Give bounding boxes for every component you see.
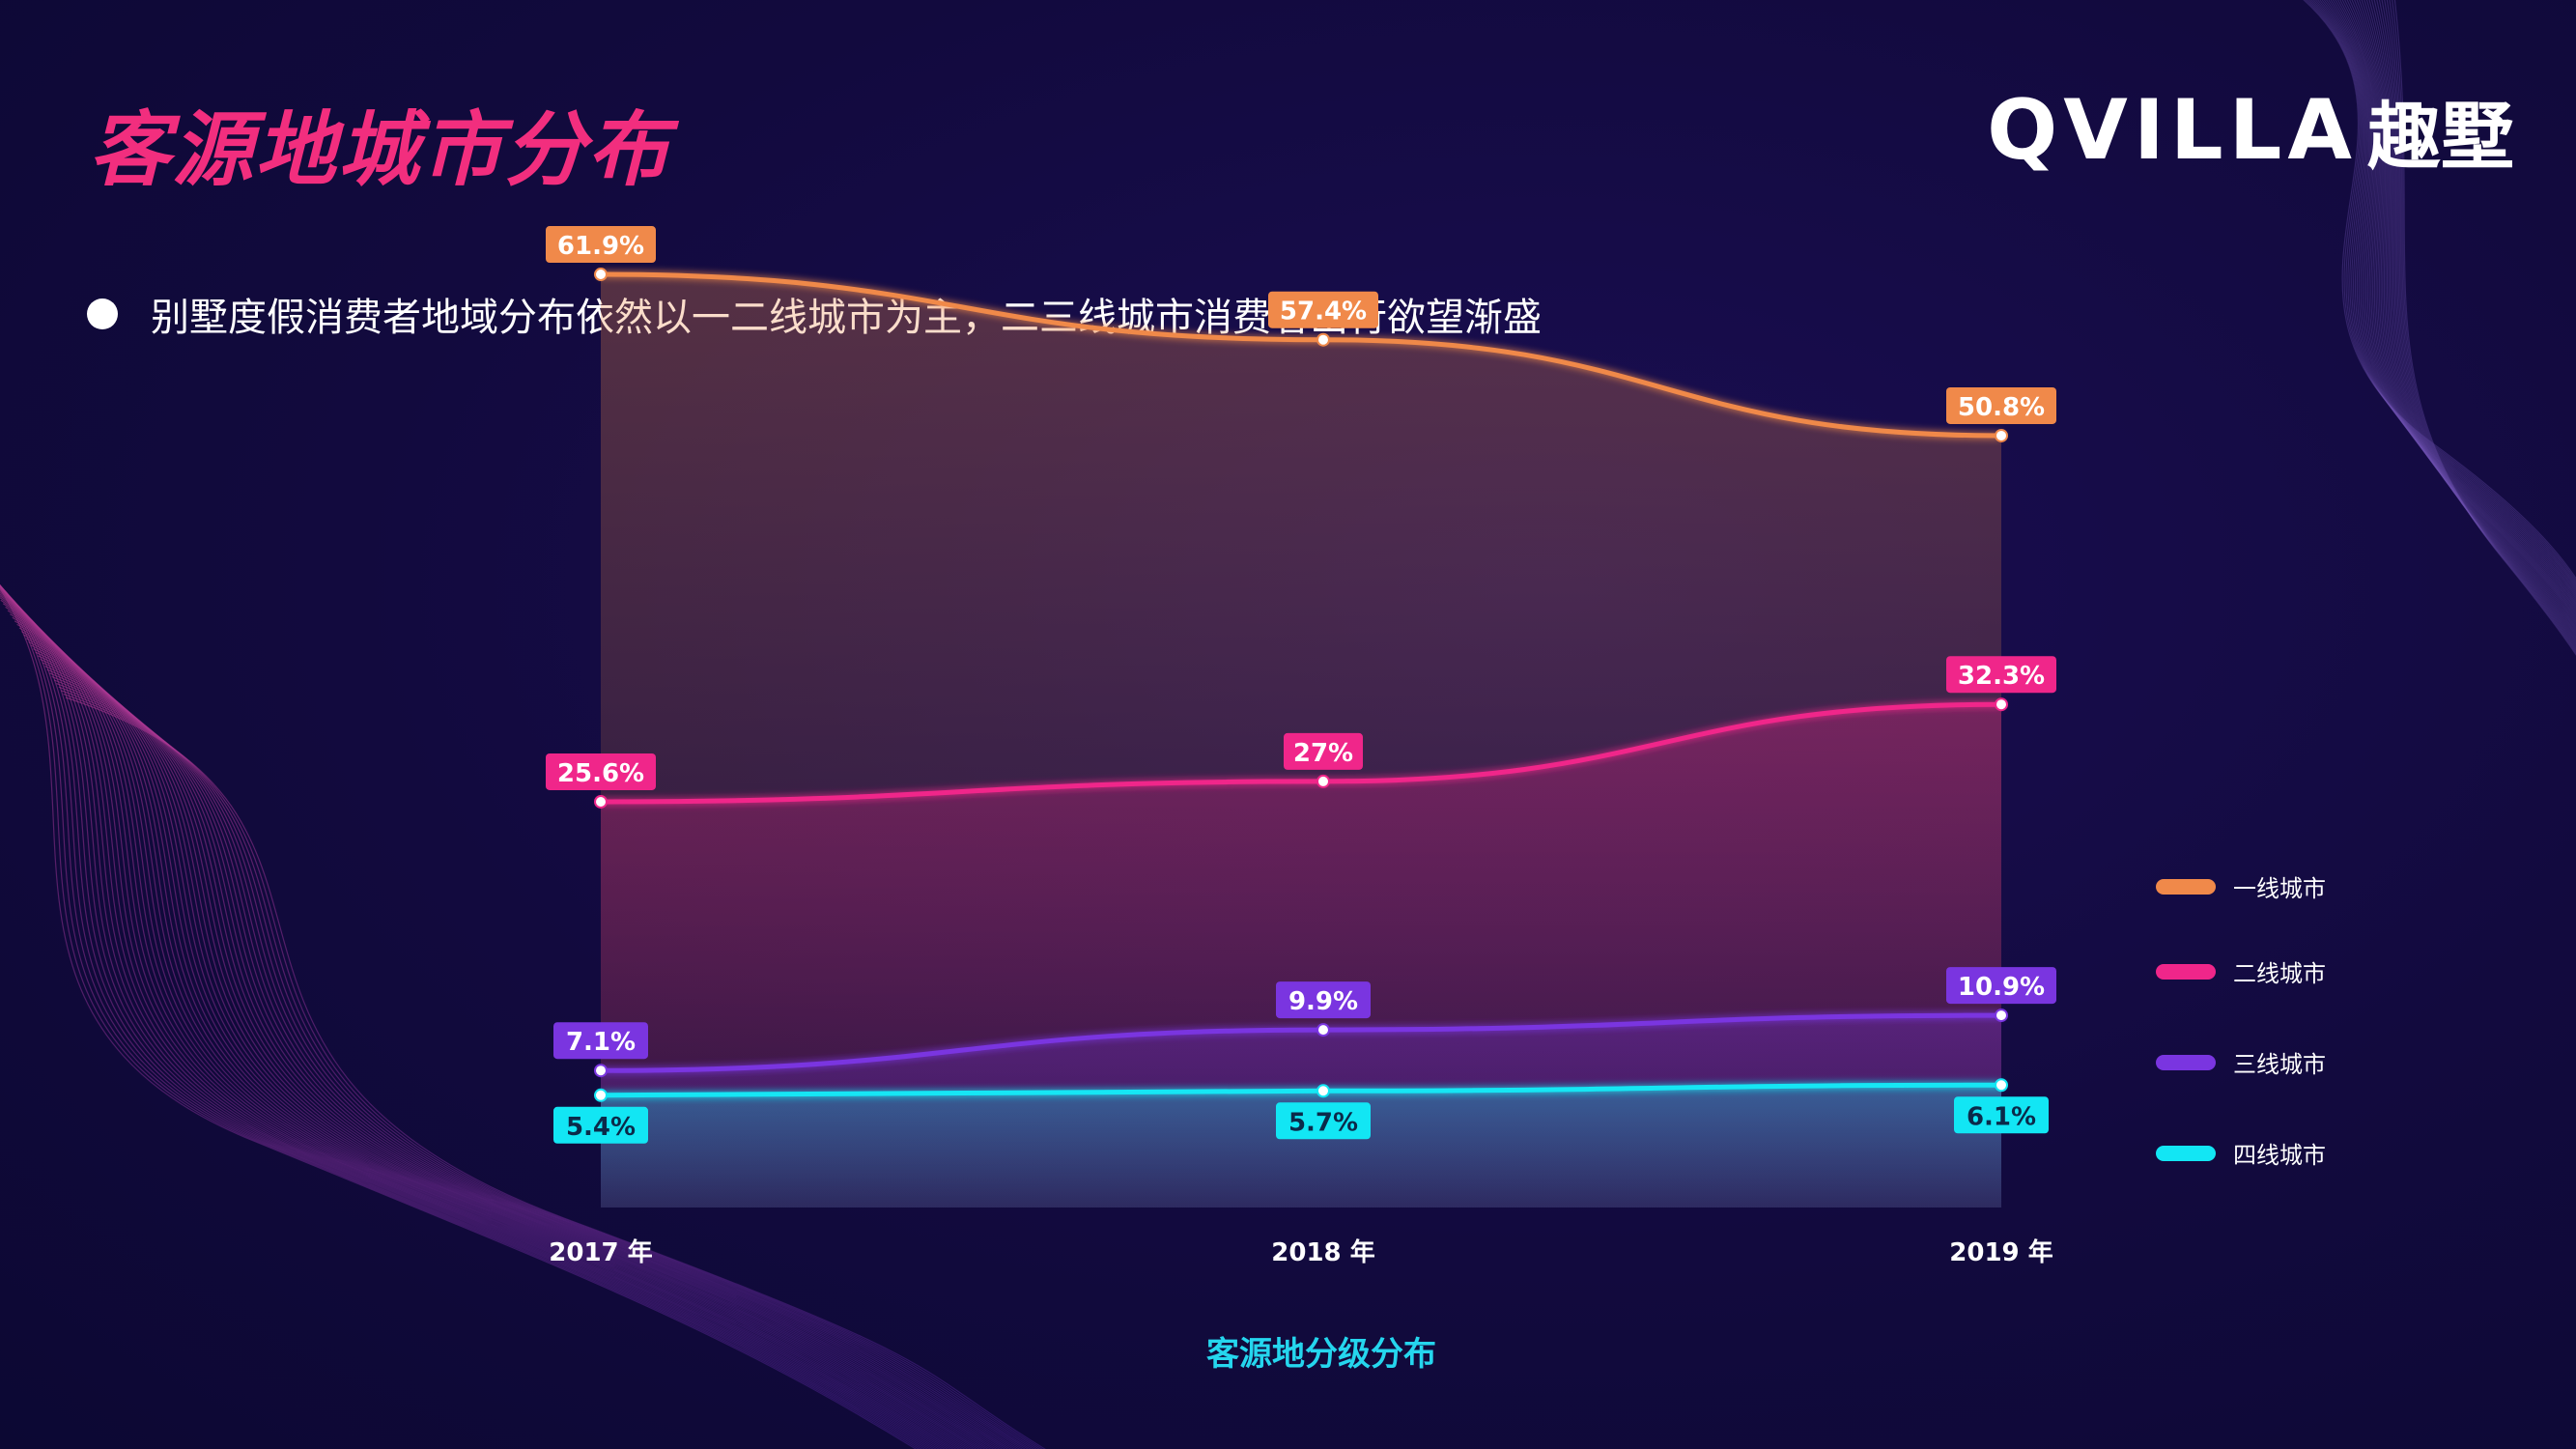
data-label-text: 57.4% [1280,298,1367,327]
data-point [594,268,608,282]
data-point [1316,1023,1330,1037]
data-label: 32.3% [1946,656,2056,694]
data-point [1995,1009,2008,1023]
data-label-text: 61.9% [557,232,644,261]
legend-swatch-tier3 [2156,1054,2216,1070]
page-title: 客源地城市分布 [89,102,671,197]
legend-label-tier2: 二线城市 [2233,960,2326,987]
data-label-text: 5.7% [1288,1108,1358,1137]
data-label-text: 7.1% [566,1028,636,1057]
data-label: 10.9% [1946,967,2056,1005]
data-label: 27% [1284,732,1363,770]
data-label: 9.9% [1276,981,1371,1019]
data-label-text: 32.3% [1958,662,2045,691]
data-point [1995,697,2008,712]
wave-pattern-right [2302,0,2576,657]
x-axis-caption: 客源地分级分布 [1206,1335,1436,1374]
data-point [1995,1078,2008,1093]
legend-label-tier3: 三线城市 [2233,1051,2326,1078]
data-label-text: 6.1% [1967,1102,2036,1131]
x-tick-label: 2017 年 [549,1237,652,1267]
data-label: 5.7% [1276,1102,1371,1140]
data-label: 6.1% [1954,1096,2049,1134]
x-tick-label: 2018 年 [1271,1237,1374,1267]
legend-swatch-tier2 [2156,963,2216,980]
data-label-text: 50.8% [1958,393,2045,422]
wave-pattern-left [0,584,1046,1449]
data-point [1316,332,1330,347]
data-label-text: 10.9% [1958,973,2045,1002]
series-area-4 [601,1085,2001,1208]
logo-text-cn: 趣墅 [2367,94,2514,180]
legend-item-tier2: 二线城市 [2156,954,2326,988]
legend-swatch-tier1 [2156,878,2216,895]
data-label-text: 9.9% [1288,987,1358,1016]
data-point [1995,428,2008,442]
x-tick-label: 2019 年 [1949,1237,2052,1267]
brand-logo: QVILLA 趣墅 [1987,77,2514,184]
data-label: 50.8% [1946,386,2056,424]
data-label: 7.1% [553,1022,648,1060]
data-label: 61.9% [546,226,656,264]
data-point [594,1088,608,1102]
data-point [594,1064,608,1078]
data-label-text: 25.6% [557,759,644,788]
legend-label-tier4: 四线城市 [2233,1142,2326,1169]
legend-item-tier3: 三线城市 [2156,1045,2326,1079]
legend-item-tier4: 四线城市 [2156,1136,2326,1170]
legend-swatch-tier4 [2156,1145,2216,1161]
data-point [594,794,608,809]
data-label: 25.6% [546,753,656,790]
data-label-text: 5.4% [566,1113,636,1142]
legend-label-tier1: 一线城市 [2233,875,2326,902]
bullet-dot-icon [87,298,118,329]
data-point [1316,774,1330,788]
data-label-text: 27% [1293,739,1353,768]
data-label: 5.4% [553,1106,648,1144]
legend-item-tier1: 一线城市 [2156,869,2326,903]
data-point [1316,1084,1330,1098]
logo-text-en: QVILLA [1987,82,2358,179]
data-label: 57.4% [1268,291,1378,328]
